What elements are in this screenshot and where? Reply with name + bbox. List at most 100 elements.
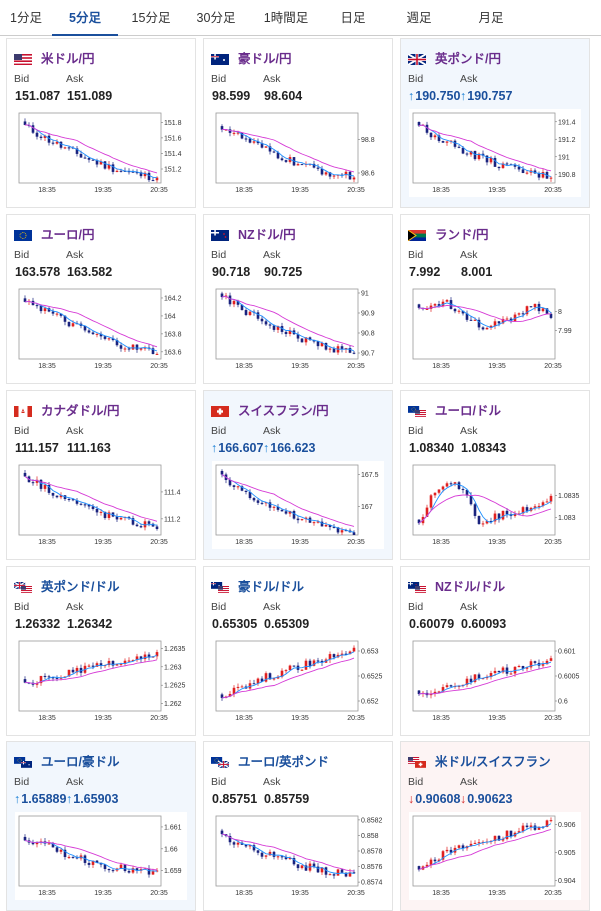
candle-body (56, 847, 59, 851)
candle-body (542, 308, 545, 311)
currency-pair-link[interactable]: NZドル/ドル (408, 577, 505, 593)
ask-label: Ask (460, 249, 478, 261)
y-tick-label: 98.8 (361, 137, 375, 144)
x-tick-label: 18:35 (235, 715, 253, 722)
currency-pair-link[interactable]: スイスフラン/円 (211, 401, 329, 417)
currency-pair-link[interactable]: 英ポンド/ドル (14, 577, 119, 593)
tab-1分足[interactable]: 1分足 (0, 0, 52, 36)
x-tick-label: 20:35 (544, 539, 562, 546)
x-tick-label: 18:35 (432, 715, 450, 722)
candle-body (48, 843, 51, 844)
candle-body (108, 338, 111, 339)
tab-月足[interactable]: 月足 (456, 0, 526, 36)
candle-body (64, 147, 67, 148)
tab-30分足[interactable]: 30分足 (184, 0, 248, 36)
candle-body (120, 518, 123, 520)
currency-pair-link[interactable]: ユーロ/円 (14, 225, 94, 241)
currency-pair-link[interactable]: 米ドル/円 (14, 49, 94, 65)
ask-value: 1.26342 (67, 617, 112, 631)
candle-body (353, 532, 356, 535)
candle-body (112, 870, 115, 871)
candle-body (229, 296, 232, 305)
y-tick-label: 151.4 (164, 151, 182, 158)
currency-pair-link[interactable]: ユーロ/豪ドル (14, 752, 119, 768)
currency-pair-link[interactable]: ユーロ/英ポンド (211, 752, 329, 768)
currency-pair-link[interactable]: NZドル/円 (211, 225, 296, 241)
candle-body (522, 826, 525, 832)
us-flag-icon (14, 52, 32, 63)
ask-price: 1.26342 (66, 617, 112, 631)
currency-pair-link[interactable]: ランド/円 (408, 225, 488, 241)
candle-body (273, 507, 276, 508)
ca-flag-icon (14, 404, 32, 415)
candle-body (297, 164, 300, 165)
candle-body (269, 324, 272, 325)
tab-週足[interactable]: 週足 (382, 0, 456, 36)
currency-pair-name: NZドル/円 (238, 224, 296, 243)
x-tick-label: 20:35 (150, 890, 168, 897)
candle-body (80, 504, 83, 505)
bid-trend-arrow: ↑ (211, 441, 217, 455)
tab-15分足[interactable]: 15分足 (118, 0, 184, 36)
candle-body (100, 512, 103, 513)
bid-price: 163.578 (14, 265, 60, 279)
candle-body (52, 143, 55, 144)
x-tick-label: 20:35 (544, 363, 562, 370)
currency-pair-name: 豪ドル/ドル (238, 576, 304, 595)
currency-pair-name: カナダドル/円 (41, 400, 119, 419)
us-ch-flag-icon (408, 755, 426, 766)
candle-body (434, 860, 437, 862)
tab-日足[interactable]: 日足 (324, 0, 382, 36)
currency-pair-link[interactable]: 英ポンド/円 (408, 49, 501, 65)
currency-pair-link[interactable]: 豪ドル/ドル (211, 577, 304, 593)
ask-value: 0.60093 (461, 617, 506, 631)
tab-1時間足[interactable]: 1時間足 (248, 0, 324, 36)
currency-pair-link[interactable]: カナダドル/円 (14, 401, 119, 417)
currency-pair-link[interactable]: 米ドル/スイスフラン (408, 752, 551, 768)
x-tick-label: 19:35 (291, 890, 309, 897)
currency-pair-link[interactable]: 豪ドル/円 (211, 49, 291, 65)
currency-pair-link[interactable]: ユーロ/ドル (408, 401, 501, 417)
candle-body (32, 125, 35, 132)
x-tick-label: 18:35 (38, 363, 56, 370)
tab-5分足[interactable]: 5分足 (52, 0, 118, 36)
currency-pair-name: 米ドル/スイスフラン (435, 751, 551, 770)
uk-flag-icon (408, 52, 426, 63)
candle-body (221, 126, 224, 129)
plot-area (216, 641, 358, 711)
